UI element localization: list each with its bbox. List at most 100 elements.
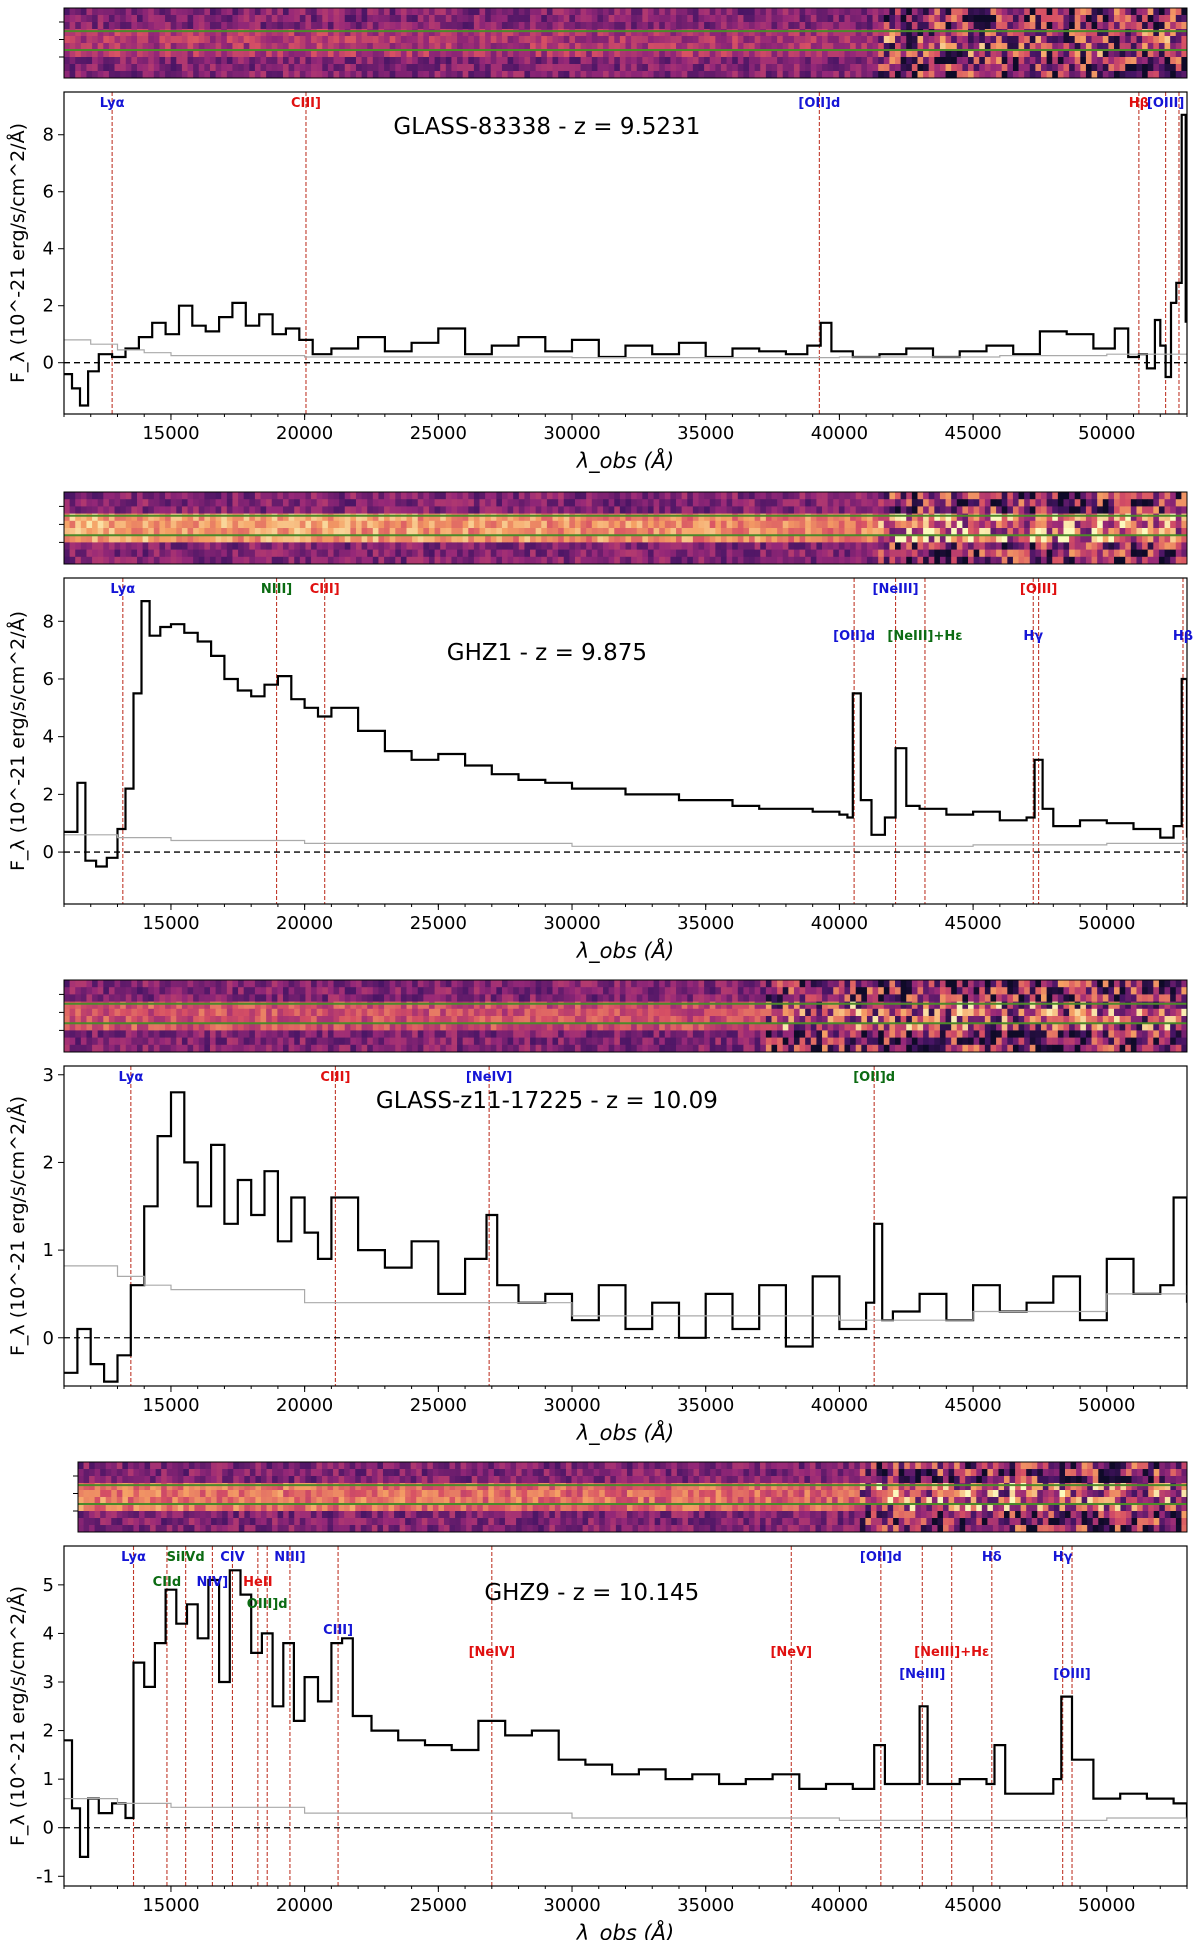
spectrum-2d-pixel [1046, 22, 1053, 30]
spectrum-2d-pixel [389, 513, 396, 522]
spectrum-2d-pixel [653, 57, 660, 65]
spectrum-2d-pixel [1125, 556, 1132, 565]
spectrum-2d-pixel [906, 556, 913, 565]
spectrum-2d-pixel [1080, 506, 1087, 514]
spectrum-2d-pixel [799, 549, 806, 558]
spectrum-2d-pixel [142, 50, 149, 58]
spectrum-2d-pixel [1102, 556, 1109, 565]
spectrum-2d-pixel [254, 43, 261, 51]
spectrum-2d-pixel [709, 43, 716, 51]
spectrum-2d-pixel [1041, 528, 1048, 536]
spectrum-2d-pixel [822, 15, 829, 23]
spectrum-2d-pixel [765, 513, 772, 522]
spectrum-2d-pixel [299, 528, 306, 536]
spectrum-2d-pixel [294, 535, 301, 543]
spectrum-2d-pixel [1158, 556, 1165, 565]
spectrum-2d-pixel [1119, 980, 1126, 988]
spectrum-2d-pixel [563, 528, 570, 536]
spectrum-2d-pixel [945, 8, 952, 16]
spectrum-2d-pixel [737, 22, 744, 30]
spectrum-2d-pixel [827, 36, 834, 44]
spectrum-2d-pixel [591, 71, 598, 79]
spectrum-2d-pixel [423, 499, 430, 507]
spectrum-2d-pixel [518, 22, 525, 30]
spectrum-2d-pixel [1091, 994, 1098, 1002]
spectrum-2d-pixel [720, 980, 727, 988]
spectrum-2d-pixel [850, 549, 857, 558]
spectrum-2d-pixel [810, 513, 817, 522]
spectrum-2d-pixel [142, 549, 149, 558]
spectrum-2d-pixel [462, 64, 469, 72]
spectrum-2d-pixel [996, 549, 1003, 558]
spectrum-2d-pixel [266, 22, 273, 30]
spectrum-2d-pixel [558, 542, 565, 550]
spectrum-2d-pixel [574, 549, 581, 558]
spectrum-2d-pixel [1080, 22, 1087, 30]
spectrum-2d-pixel [799, 57, 806, 65]
spectrum-2d-pixel [1102, 64, 1109, 72]
spectrum-2d-pixel [1142, 513, 1149, 522]
spectrum-2d-pixel [428, 556, 435, 565]
spectrum-2d-pixel [636, 520, 643, 529]
spectrum-2d-pixel [125, 15, 132, 23]
spectrum-2d-pixel [692, 8, 699, 16]
spectrum-2d-pixel [664, 549, 671, 558]
spectrum-2d-pixel [934, 64, 941, 72]
spectrum-2d-pixel [984, 43, 991, 51]
spectrum-2d-pixel [732, 43, 739, 51]
spectrum-2d-pixel [973, 1001, 980, 1010]
spectrum-2d-pixel [412, 1001, 419, 1010]
spectrum-2d-pixel [1085, 556, 1092, 565]
spectrum-2d-pixel [1097, 535, 1104, 543]
spectrum-2d-pixel [1147, 542, 1154, 550]
spectrum-2d-pixel [732, 542, 739, 550]
spectrum-2d-pixel [440, 549, 447, 558]
spectrum-2d-pixel [709, 980, 716, 988]
spectrum-2d-pixel [1147, 980, 1154, 988]
spectrum-2d-pixel [137, 492, 144, 500]
spectrum-2d-pixel [591, 535, 598, 543]
spectrum-2d-pixel [1164, 71, 1171, 79]
spectrum-2d-pixel [687, 492, 694, 500]
spectrum-2d-pixel [816, 492, 823, 500]
spectrum-2d-pixel [1085, 987, 1092, 995]
spectrum-2d-pixel [339, 528, 346, 536]
spectrum-2d-pixel [664, 22, 671, 30]
spectrum-2d-pixel [406, 980, 413, 988]
spectrum-2d-pixel [64, 549, 71, 558]
spectrum-2d-pixel [513, 57, 520, 65]
spectrum-2d-pixel [1024, 36, 1031, 44]
spectrum-2d-pixel [479, 506, 486, 514]
spectrum-2d-pixel [142, 8, 149, 16]
spectrum-2d-pixel [771, 499, 778, 507]
spectrum-2d-pixel [788, 43, 795, 51]
spectrum-2d-pixel [1102, 542, 1109, 550]
spectrum-2d-pixel [305, 506, 312, 514]
spectrum-2d-pixel [574, 492, 581, 500]
spectrum-2d-pixel [996, 1001, 1003, 1010]
spectrum-2d-pixel [384, 71, 391, 79]
spectrum-2d-pixel [917, 987, 924, 995]
spectrum-2d-pixel [333, 528, 340, 536]
spectrum-2d-pixel [692, 71, 699, 79]
spectrum-2d-pixel [400, 520, 407, 529]
spectrum-2d-pixel [355, 994, 362, 1002]
spectrum-2d-pixel [1074, 8, 1081, 16]
spectrum-2d-pixel [962, 499, 969, 507]
spectrum-2d-pixel [760, 535, 767, 543]
spectrum-2d-pixel [243, 506, 250, 514]
spectrum-2d-pixel [900, 36, 907, 44]
spectrum-2d-pixel [372, 520, 379, 529]
spectrum-2d-pixel [1142, 994, 1149, 1002]
spectrum-2d-pixel [299, 1001, 306, 1010]
spectrum-2d-pixel [468, 15, 475, 23]
spectrum-2d-pixel [221, 556, 228, 565]
spectrum-2d-pixel [749, 15, 756, 23]
spectrum-2d-pixel [428, 492, 435, 500]
spectrum-2d-pixel [1119, 506, 1126, 514]
spectrum-2d-pixel [608, 542, 615, 550]
spectrum-2d-pixel [681, 50, 688, 58]
spectrum-2d-pixel [254, 520, 261, 529]
spectrum-2d-pixel [1074, 57, 1081, 65]
spectrum-2d-pixel [805, 1001, 812, 1010]
